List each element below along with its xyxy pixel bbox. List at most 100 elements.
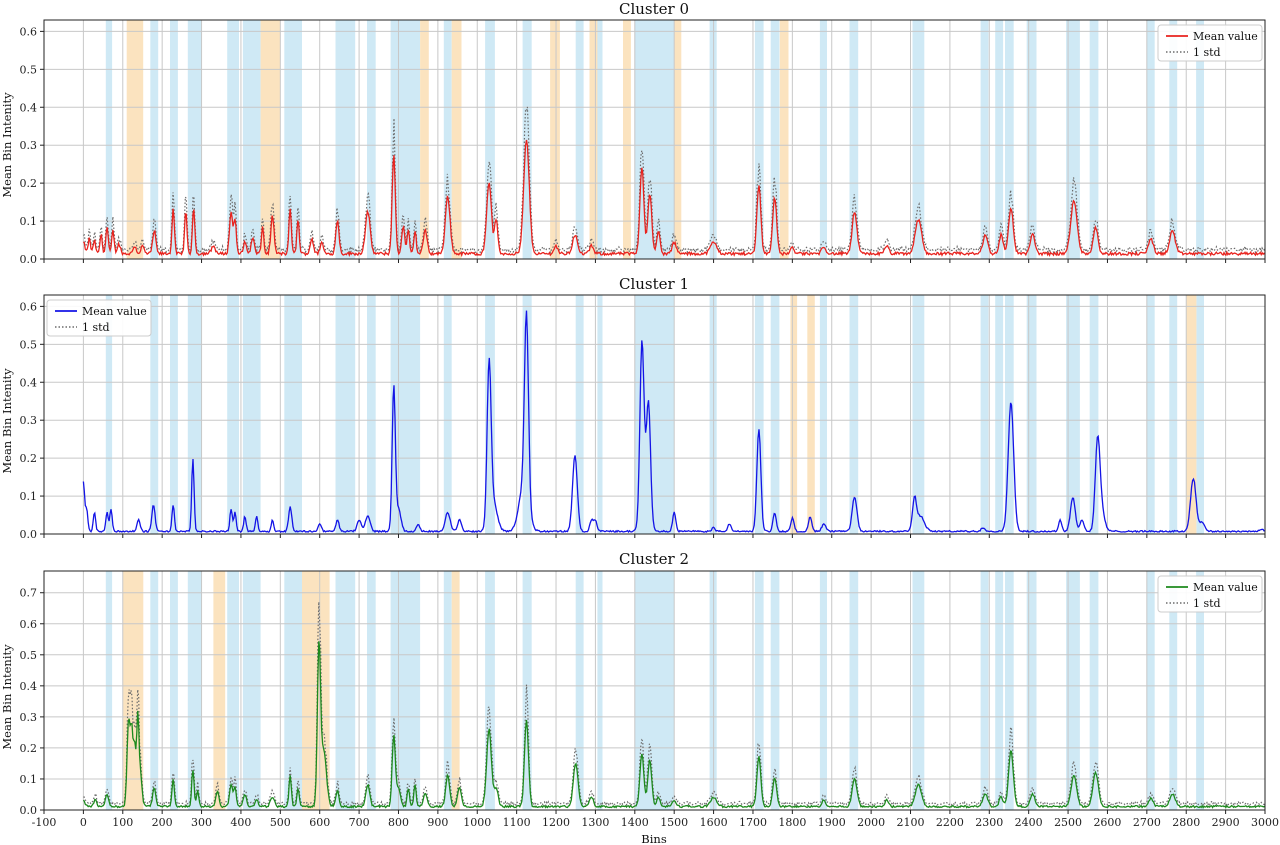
highlight-span-blue bbox=[980, 20, 989, 259]
series-line-std bbox=[83, 601, 1266, 808]
x-tick-label: 1000 bbox=[463, 816, 491, 829]
highlight-span-blue bbox=[105, 571, 113, 810]
x-tick-label: 1700 bbox=[739, 816, 767, 829]
highlight-span-blue bbox=[367, 571, 376, 810]
highlight-span-blue bbox=[335, 20, 356, 259]
highlight-span-blue bbox=[170, 20, 178, 259]
y-tick-label: 0.6 bbox=[20, 618, 38, 631]
highlight-span-blue bbox=[227, 571, 239, 810]
legend-label-std: 1 std bbox=[1193, 46, 1221, 59]
x-tick-label: 2600 bbox=[1093, 816, 1121, 829]
x-tick-label: 1800 bbox=[778, 816, 806, 829]
highlight-span-blue bbox=[1005, 571, 1014, 810]
highlight-span-blue bbox=[367, 20, 376, 259]
x-tick-label: 1100 bbox=[503, 816, 531, 829]
highlight-span-orange bbox=[1186, 295, 1197, 534]
x-tick-label: 100 bbox=[112, 816, 133, 829]
y-tick-label: 0.2 bbox=[20, 452, 38, 465]
legend-label-std: 1 std bbox=[82, 321, 110, 334]
series bbox=[82, 601, 1266, 809]
highlight-span-blue bbox=[187, 571, 202, 810]
highlight-span-blue bbox=[150, 20, 159, 259]
highlight-span-blue bbox=[1026, 295, 1037, 534]
y-tick-label: 0.4 bbox=[20, 376, 38, 389]
y-ticks: 0.0 0.1 0.2 0.3 0.4 0.5 0.6 bbox=[20, 300, 44, 541]
y-tick-label: 0.0 bbox=[20, 804, 38, 817]
series-line-mean bbox=[82, 310, 1265, 534]
highlight-span-blue bbox=[390, 20, 421, 259]
y-tick-label: 0.1 bbox=[20, 490, 38, 503]
highlight-span-blue bbox=[597, 295, 603, 534]
highlight-span-blue bbox=[654, 571, 675, 810]
x-tick-label: 2100 bbox=[897, 816, 925, 829]
highlight-span-blue bbox=[980, 295, 989, 534]
x-tick-label: 0 bbox=[80, 816, 87, 829]
y-tick-label: 0.3 bbox=[20, 139, 38, 152]
highlight-span-blue bbox=[485, 571, 495, 810]
highlight-span-blue bbox=[597, 571, 603, 810]
y-tick-label: 0.5 bbox=[20, 63, 38, 76]
highlight-span-blue bbox=[1146, 295, 1155, 534]
highlight-span-blue bbox=[1196, 20, 1204, 259]
axes-frame bbox=[43, 294, 1266, 535]
highlight-span-blue bbox=[1089, 20, 1099, 259]
highlight-span-blue bbox=[242, 295, 261, 534]
y-tick-label: 0.1 bbox=[20, 215, 38, 228]
legend: Mean value 1 std bbox=[46, 299, 152, 337]
highlight-span-blue bbox=[980, 571, 989, 810]
highlight-span-blue bbox=[335, 295, 356, 534]
y-axis-label: Mean Bin Intenity bbox=[0, 368, 14, 474]
y-tick-label: 0.1 bbox=[20, 773, 38, 786]
highlight-span-orange bbox=[589, 20, 599, 259]
highlight-span-blue bbox=[367, 295, 376, 534]
highlight-span-blue bbox=[634, 571, 655, 810]
highlight-span-orange bbox=[790, 295, 798, 534]
highlight-span-blue bbox=[284, 295, 302, 534]
plot-area: 0.0 0.1 0.2 0.3 0.4 0.5 0.6 0.7 -100 0 100 200 300 40… bbox=[20, 570, 1279, 829]
y-tick-label: 0.2 bbox=[20, 742, 38, 755]
highlight-span-blue bbox=[995, 20, 1004, 259]
highlight-span-blue bbox=[335, 571, 356, 810]
x-tick-label: 500 bbox=[270, 816, 291, 829]
x-tick-label: 200 bbox=[152, 816, 173, 829]
panel-cluster-1: 0.0 0.1 0.2 0.3 0.4 0.5 0.6 Cluster 1 Mean Bin… bbox=[0, 275, 1266, 541]
x-tick-label: 800 bbox=[388, 816, 409, 829]
highlight-span-blue bbox=[105, 295, 113, 534]
x-tick-label: 600 bbox=[309, 816, 330, 829]
plot-area: 0.0 0.1 0.2 0.3 0.4 0.5 0.6 bbox=[20, 19, 1266, 266]
x-tick-label: 2200 bbox=[936, 816, 964, 829]
legend-label-std: 1 std bbox=[1193, 597, 1221, 610]
x-tick-label: 400 bbox=[230, 816, 251, 829]
highlight-span-blue bbox=[227, 20, 239, 259]
x-tick-label: 300 bbox=[191, 816, 212, 829]
panel-cluster-2: 0.0 0.1 0.2 0.3 0.4 0.5 0.6 0.7 -100 0 100 200 300 40… bbox=[0, 550, 1279, 845]
y-axis-label: Mean Bin Intenity bbox=[0, 644, 14, 750]
highlight-span-blue bbox=[1026, 571, 1037, 810]
highlight-span-blue bbox=[770, 20, 780, 259]
series-line-mean bbox=[82, 139, 1266, 258]
highlight-span-blue bbox=[485, 295, 495, 534]
x-tick-label: 1400 bbox=[621, 816, 649, 829]
highlight-span-orange bbox=[451, 20, 462, 259]
highlight-span-blue bbox=[1196, 295, 1204, 534]
highlight-span-blue bbox=[522, 20, 532, 259]
x-tick-label: 1600 bbox=[700, 816, 728, 829]
y-tick-label: 0.0 bbox=[20, 528, 38, 541]
highlight-span-blue bbox=[1169, 571, 1178, 810]
series bbox=[82, 106, 1266, 258]
y-tick-label: 0.2 bbox=[20, 177, 38, 190]
highlight-spans bbox=[105, 295, 1204, 534]
x-ticks: -100 0 100 200 300 400 500 600 700 800 900 1000 1100… bbox=[32, 810, 1279, 829]
highlight-span-blue bbox=[1146, 571, 1155, 810]
highlight-span-blue bbox=[1026, 20, 1037, 259]
highlight-span-blue bbox=[105, 20, 113, 259]
x-tick-label: 900 bbox=[427, 816, 448, 829]
x-tick-label: 1300 bbox=[581, 816, 609, 829]
highlight-span-blue bbox=[770, 571, 780, 810]
highlight-span-blue bbox=[1169, 295, 1178, 534]
y-ticks: 0.0 0.1 0.2 0.3 0.4 0.5 0.6 0.7 bbox=[20, 587, 44, 817]
highlight-span-blue bbox=[1066, 571, 1080, 810]
x-tick-label: 3000 bbox=[1251, 816, 1279, 829]
y-tick-label: 0.6 bbox=[20, 25, 38, 38]
